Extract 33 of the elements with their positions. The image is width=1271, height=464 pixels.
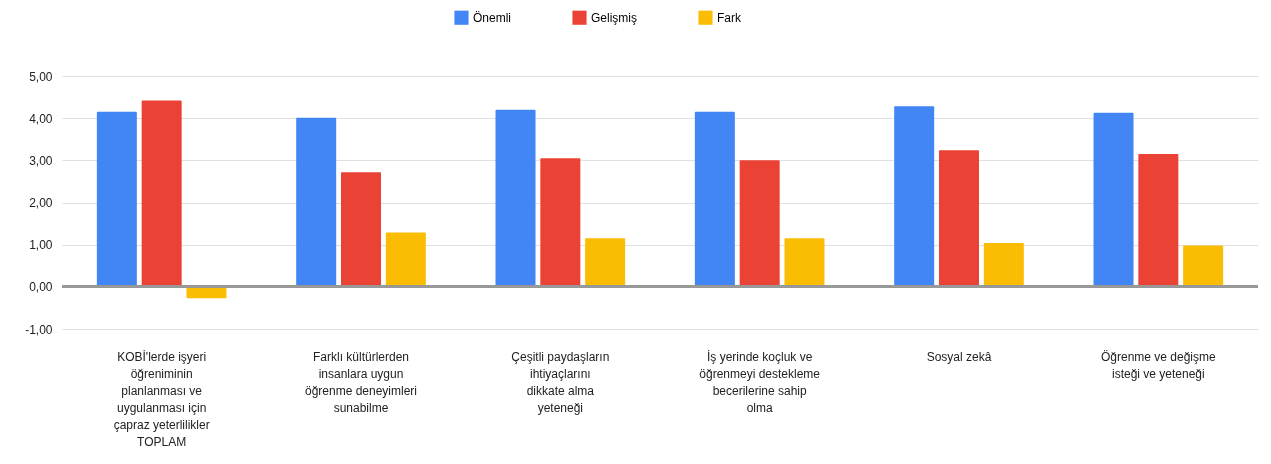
bar: [894, 106, 935, 287]
bar: [385, 232, 426, 287]
bar: [1093, 112, 1134, 287]
legend-label: Fark: [717, 10, 742, 25]
x-tick-label: KOBİ'lerde işyeri öğreniminin planlanması ve uygulanması için çapraz yeterlilikler TOPLAM: [113, 349, 210, 449]
bar: [694, 111, 735, 287]
bar: [96, 111, 137, 287]
bar: [540, 158, 581, 287]
y-tick-label: 4,00: [29, 111, 53, 126]
y-tick-label: 2,00: [29, 196, 53, 210]
legend-label: Gelişmiş: [591, 10, 638, 25]
x-tick-label: Öğrenme ve değişme isteği ve yeteneği: [1100, 349, 1217, 381]
x-tick-label: Çeşitli paydaşların ihtiyaçlarını dikkate alma yeteneği: [511, 349, 610, 415]
y-tick-label: 3,00: [29, 153, 53, 168]
bar: [1183, 245, 1224, 287]
x-tick-label: Sosyal zekâ: [926, 349, 992, 364]
y-tick-label: -1,00: [25, 322, 53, 337]
x-tick-label: İş yerinde koçluk ve öğrenmeyi destekleme becerilerine sahip olma: [699, 349, 821, 415]
bar: [585, 238, 626, 287]
legend-label: Önemli: [473, 10, 512, 25]
bar: [141, 100, 182, 287]
bar: [784, 238, 825, 287]
y-tick-label: 0,00: [29, 280, 53, 295]
bar: [341, 172, 381, 287]
bar: [739, 160, 780, 287]
bar: [939, 150, 979, 287]
bar: [983, 242, 1024, 287]
x-tick-label: Farklı kültürlerden insanlara uygun öğrenme deneyimleri sunabilme: [304, 349, 418, 415]
bar: [296, 117, 337, 287]
bar: [495, 109, 536, 287]
bar: [1138, 154, 1179, 287]
y-tick-label: 1,00: [29, 238, 53, 253]
y-tick-label: 5,00: [29, 69, 53, 84]
